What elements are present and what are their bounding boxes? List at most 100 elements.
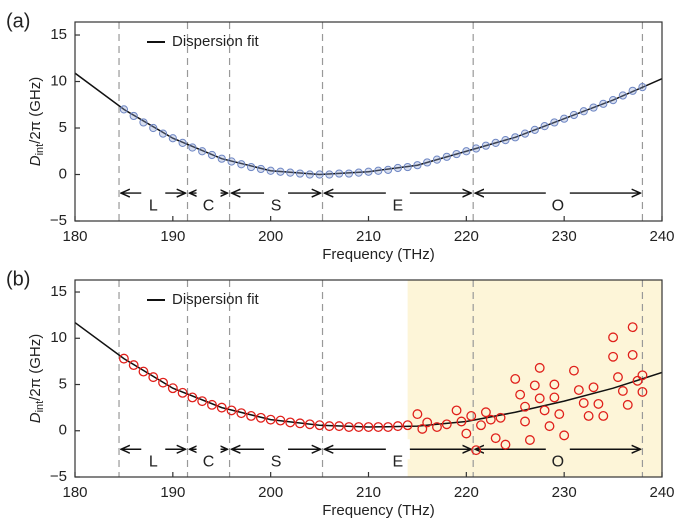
data-point	[583, 411, 594, 421]
data-point	[544, 421, 555, 432]
y-tick-label: 10	[50, 329, 67, 346]
data-point	[207, 399, 217, 410]
y-label-main: D	[27, 155, 44, 166]
band-label: C	[203, 197, 215, 214]
data-point	[374, 166, 383, 175]
x-tick-label: 240	[649, 484, 674, 501]
data-point	[573, 385, 584, 396]
data-point	[490, 433, 501, 444]
data-point	[432, 422, 442, 433]
data-point	[216, 402, 227, 413]
band-label-bg	[264, 183, 289, 204]
data-point	[403, 162, 412, 172]
data-point	[495, 412, 506, 423]
data-point	[613, 372, 623, 383]
data-point	[637, 370, 648, 381]
data-point	[325, 170, 334, 179]
y-label-sub: int	[34, 401, 46, 413]
data-point	[534, 362, 545, 373]
band-label-bg	[385, 183, 410, 204]
data-point	[197, 396, 208, 407]
data-point	[139, 118, 148, 127]
data-point	[295, 418, 305, 429]
data-point	[246, 411, 257, 421]
data-point	[412, 409, 423, 420]
data-point	[118, 353, 129, 364]
data-point	[608, 332, 619, 343]
data-point	[554, 409, 565, 420]
data-point	[593, 398, 604, 409]
data-point	[627, 322, 638, 333]
data-point	[472, 144, 481, 153]
data-point	[462, 147, 471, 156]
data-point	[128, 360, 139, 371]
band-label: S	[271, 453, 282, 470]
x-tick-label: 220	[454, 228, 479, 245]
x-tick-label: 180	[62, 228, 87, 245]
data-point	[534, 393, 545, 404]
y-tick-label: 0	[59, 422, 67, 439]
y-label-rest: /2π (GHz)	[27, 77, 44, 144]
x-tick-label: 230	[552, 484, 577, 501]
data-point	[588, 382, 599, 393]
x-tick-label: 210	[356, 228, 381, 245]
data-point	[559, 430, 570, 441]
data-point	[598, 411, 609, 421]
data-point	[549, 392, 560, 403]
data-point	[266, 166, 275, 175]
data-point	[471, 445, 482, 456]
band-label-bg	[196, 439, 221, 460]
data-point	[637, 386, 648, 397]
y-tick-label: 5	[59, 375, 67, 392]
data-point	[491, 138, 500, 147]
data-point	[343, 422, 354, 433]
data-point	[638, 82, 647, 92]
legend-label: Dispersion fit	[172, 33, 260, 50]
data-point	[275, 415, 286, 426]
x-axis-label: Frequency (THz)	[322, 502, 435, 519]
x-tick-label: 210	[356, 484, 381, 501]
data-point	[622, 399, 633, 410]
band-label: E	[393, 197, 404, 214]
data-point	[364, 167, 373, 176]
y-tick-label: 10	[50, 72, 67, 89]
x-tick-label: 200	[258, 484, 283, 501]
data-point	[335, 169, 344, 178]
x-axis-label: Frequency (THz)	[322, 246, 435, 263]
x-tick-label: 240	[649, 228, 674, 245]
data-point	[569, 365, 579, 376]
x-tick-label: 220	[454, 484, 479, 501]
data-point	[589, 103, 598, 112]
data-point	[315, 170, 324, 179]
data-point	[276, 167, 285, 176]
data-point	[476, 420, 486, 431]
data-point	[529, 380, 540, 391]
data-point	[569, 110, 579, 120]
data-point	[520, 129, 530, 138]
data-point	[618, 91, 627, 100]
data-point	[540, 122, 549, 131]
data-point	[632, 375, 643, 386]
y-tick-label: −5	[50, 212, 67, 229]
data-point	[608, 96, 618, 105]
data-point	[255, 412, 266, 423]
data-point	[256, 164, 265, 174]
data-point	[305, 170, 314, 179]
y-label-rest: /2π (GHz)	[27, 334, 44, 401]
data-point	[392, 421, 403, 432]
data-point	[247, 162, 256, 172]
x-tick-label: 230	[552, 228, 577, 245]
data-point	[383, 422, 394, 433]
data-point	[353, 422, 364, 433]
data-point	[334, 421, 345, 432]
data-point	[148, 372, 159, 383]
x-tick-label: 190	[160, 484, 185, 501]
fit-line	[75, 321, 662, 428]
data-point	[578, 398, 589, 408]
data-point	[285, 417, 296, 428]
data-point	[168, 134, 177, 143]
data-point	[515, 389, 526, 400]
y-axis-label: Dint/2π (GHz)	[27, 334, 46, 424]
band-label-bg	[141, 183, 166, 204]
